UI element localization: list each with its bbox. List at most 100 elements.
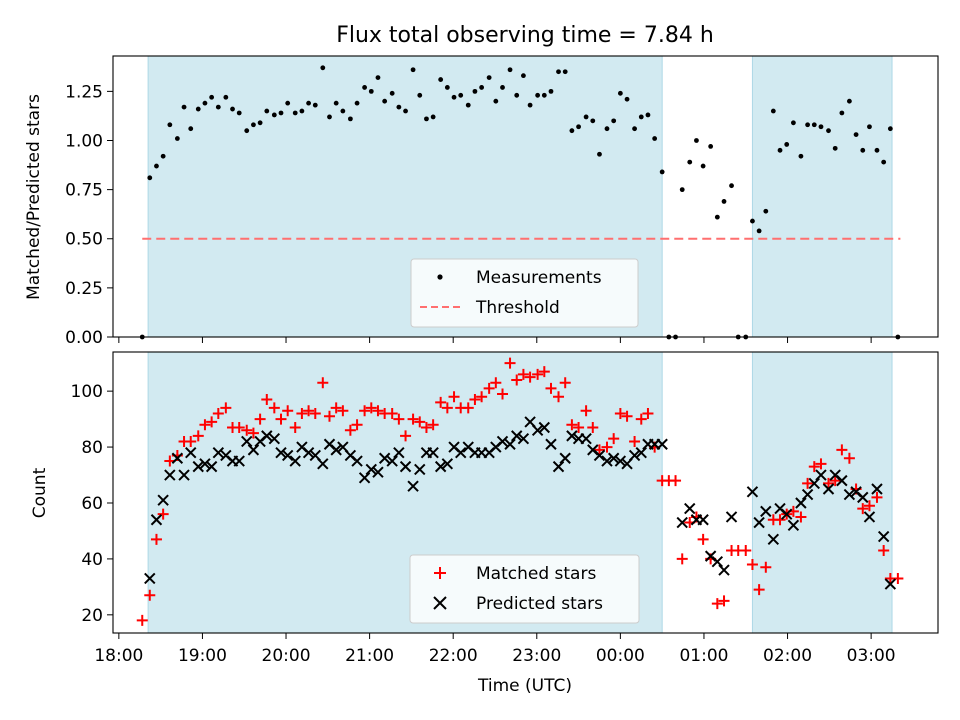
predicted-star-point	[144, 572, 156, 585]
predicted-star-point	[365, 463, 377, 476]
matched-star-point	[532, 368, 544, 380]
matched-star-point	[241, 424, 253, 436]
bottom-legend-box	[409, 554, 640, 624]
predicted-star-point	[822, 483, 835, 495]
measurement-point	[818, 124, 824, 130]
matched-star-point	[774, 514, 786, 526]
predicted-star-point	[628, 449, 641, 462]
measurement-point	[500, 85, 505, 90]
predicted-star-point	[351, 455, 363, 467]
predicted-star-point	[801, 488, 814, 501]
predicted-star-point	[504, 438, 516, 450]
matched-star-point	[435, 396, 447, 408]
measurement-point	[832, 145, 838, 151]
measurement-point	[798, 153, 804, 159]
top-x-ticks	[118, 337, 872, 343]
predicted-star-point	[414, 463, 426, 476]
matched-star-point	[504, 357, 516, 369]
matched-star-point	[427, 419, 439, 431]
predicted-star-point	[843, 488, 856, 501]
measurement-point	[874, 147, 880, 153]
predicted-star-point	[233, 455, 245, 467]
measurement-point	[403, 108, 408, 114]
matched-star-point	[795, 511, 807, 523]
matched-star-point	[490, 377, 502, 389]
predicted-star-point	[808, 477, 820, 490]
predicted-star-point	[746, 486, 759, 498]
matched-star-point	[469, 394, 481, 406]
legend-matched-marker	[434, 567, 446, 579]
measurement-point	[527, 102, 533, 108]
predicted-star-point	[795, 497, 807, 509]
predicted-star-point	[684, 502, 696, 515]
predicted-star-point	[697, 514, 709, 526]
predicted-star-point	[171, 452, 184, 464]
legend-matched-label: Matched stars	[476, 564, 596, 584]
measurement-point	[223, 94, 229, 100]
matched-star-point	[608, 433, 620, 445]
matched-star-point	[587, 421, 599, 433]
measurement-point	[375, 75, 381, 81]
measurement-point	[887, 126, 893, 132]
predicted-star-point	[178, 469, 190, 481]
top-plot-frame	[112, 55, 939, 338]
matched-star-point	[199, 419, 211, 431]
predicted-star-point	[635, 446, 647, 459]
predicted-star-point	[857, 491, 869, 504]
matched-star-point	[448, 391, 460, 403]
measurement-point	[514, 92, 520, 98]
matched-star-point	[289, 421, 301, 433]
measurement-point	[444, 85, 450, 90]
matched-star-point	[676, 553, 688, 565]
predicted-star-point	[199, 458, 211, 470]
top-panel: 0.00 0.25 0.50 0.75 1.00 1.25 Matched/Predict…	[24, 55, 939, 348]
measurement-point	[347, 116, 353, 122]
legend-predicted-marker	[433, 596, 447, 610]
matched-star-point	[836, 444, 848, 456]
predicted-star-point	[884, 578, 897, 590]
predicted-star-point	[455, 446, 467, 459]
measurement-point	[257, 120, 263, 126]
predicted-star-point	[192, 460, 204, 473]
measurement-point	[354, 100, 360, 106]
predicted-star-point	[427, 446, 439, 459]
measurement-point	[424, 116, 429, 122]
matched-star-point	[296, 408, 308, 420]
matched-star-point	[808, 461, 820, 473]
predicted-star-point	[767, 533, 780, 546]
matched-star-point	[441, 402, 453, 414]
measurement-point	[632, 126, 637, 132]
measurement-point	[382, 98, 388, 104]
measurement-point	[154, 163, 159, 169]
matched-star-point	[802, 477, 814, 489]
matched-star-point	[462, 402, 474, 414]
legend-threshold-label: Threshold	[475, 298, 560, 318]
matched-star-point	[746, 558, 758, 570]
measurement-point	[541, 92, 547, 98]
predicted-star-point	[275, 446, 287, 459]
x-axis-label: Time (UTC)	[477, 676, 572, 696]
matched-star-point	[393, 413, 405, 425]
predicted-star-point	[781, 508, 793, 520]
predicted-star-point	[863, 511, 876, 523]
predicted-star-point	[157, 494, 169, 506]
predicted-star-point	[434, 460, 447, 473]
measurement-point	[320, 65, 326, 71]
measurement-point	[396, 104, 402, 110]
measurement-point	[451, 94, 457, 100]
matched-star-point	[323, 410, 335, 422]
matched-star-point	[545, 382, 557, 394]
matched-star-point	[275, 413, 287, 425]
predicted-star-point	[753, 516, 765, 529]
matched-star-point	[601, 441, 613, 453]
measurement-point	[465, 102, 471, 108]
measurement-point	[340, 108, 346, 114]
matched-star-point	[823, 477, 835, 489]
bottom-y-axis: 20 40 60 80 100	[71, 382, 113, 626]
measurement-point	[770, 108, 776, 114]
matched-star-point	[359, 405, 371, 417]
measurement-point	[700, 163, 706, 169]
top-y-tick-label: 0.50	[65, 230, 103, 250]
top-legend: Measurements Threshold	[410, 258, 639, 328]
measurement-point	[548, 88, 554, 94]
